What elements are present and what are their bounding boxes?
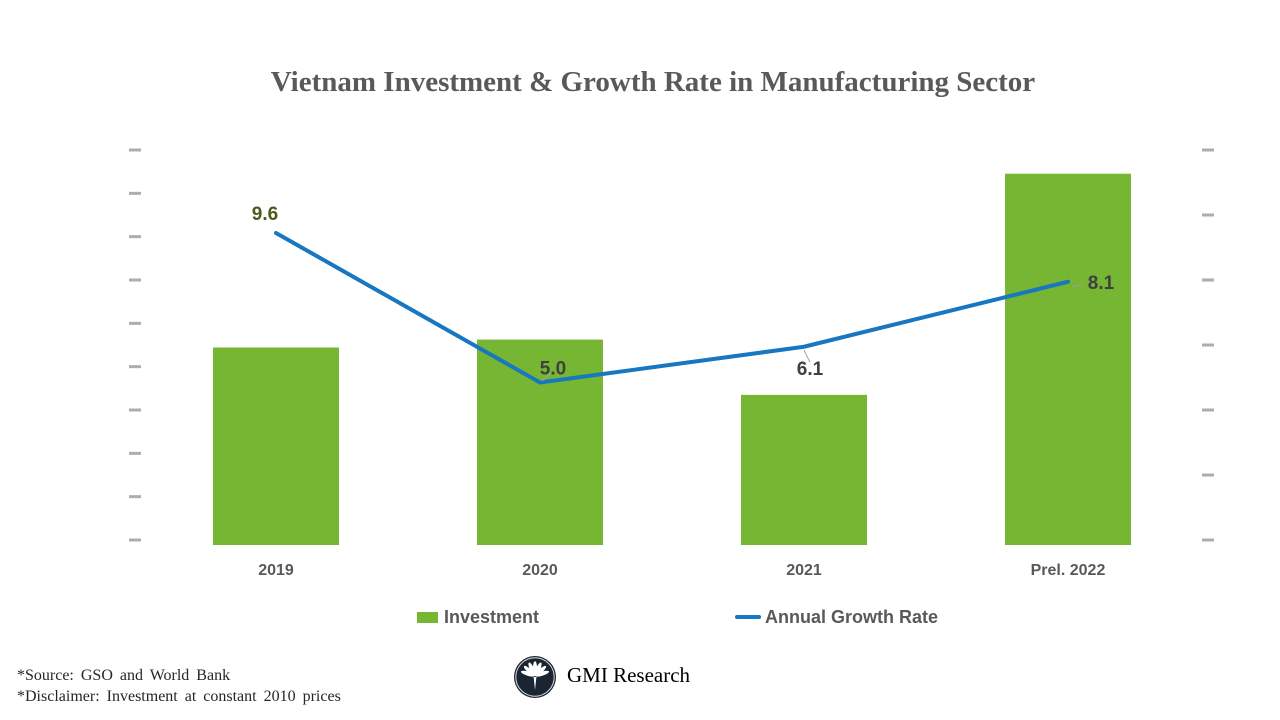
palm-tree-icon [514,656,556,698]
growth-rate-legend-label: Annual Growth Rate [765,606,939,627]
growth-rate-data-label: 9.6 [252,204,278,225]
source-note: *Source: GSO and World Bank [17,667,231,684]
left-axis-tick [129,191,141,195]
right-axis-tick [1202,538,1214,542]
left-axis-tick [129,538,141,542]
x-axis-label-2019: 2019 [258,562,294,579]
investment-bar-Prel. 2022 [1005,173,1131,545]
chart-title: Vietnam Investment & Growth Rate in Manu… [270,66,1036,98]
right-axis-tick [1202,343,1214,347]
growth-rate-data-label: 6.1 [797,359,824,380]
left-axis-tick [129,321,141,325]
brand-name: GMI Research [567,663,691,687]
investment-bar-2020 [477,339,603,545]
investment-legend-label: Investment [444,606,540,627]
growth-rate-data-label: 8.1 [1088,273,1115,294]
left-axis-tick [129,451,141,455]
growth-rate-swatch-icon [735,615,761,619]
disclaimer-note: *Disclaimer: Investment at constant 2010… [17,688,341,705]
growth-rate-data-label: 5.0 [540,359,566,380]
x-axis-label-Prel. 2022: Prel. 2022 [1031,562,1106,579]
left-axis-tick [129,408,141,412]
legend-item-growth-rate: Annual Growth Rate [735,606,938,628]
legend-item-investment: Investment [417,606,539,628]
left-axis-tick [129,365,141,369]
right-axis-tick [1202,213,1214,217]
data-label-leader [541,372,552,382]
annual-growth-rate-line [274,231,1070,385]
x-axis-label-2021: 2021 [786,562,822,579]
left-axis-tick [129,148,141,152]
x-axis-label-2020: 2020 [522,562,558,579]
right-axis-tick [1202,473,1214,477]
investment-bar-2021 [741,394,867,545]
data-label-leader [1071,284,1084,288]
left-axis-tick [129,278,141,282]
investment-bar-2019 [213,347,339,545]
left-axis-tick [129,495,141,499]
left-axis-tick [129,235,141,239]
right-axis-tick [1202,278,1214,282]
right-axis-tick [1202,408,1214,412]
investment-swatch-icon [417,611,438,623]
data-label-leader [803,350,811,363]
footer-notes: *Source: GSO and World Bank *Disclaimer:… [17,665,341,707]
right-axis-tick [1202,148,1214,152]
